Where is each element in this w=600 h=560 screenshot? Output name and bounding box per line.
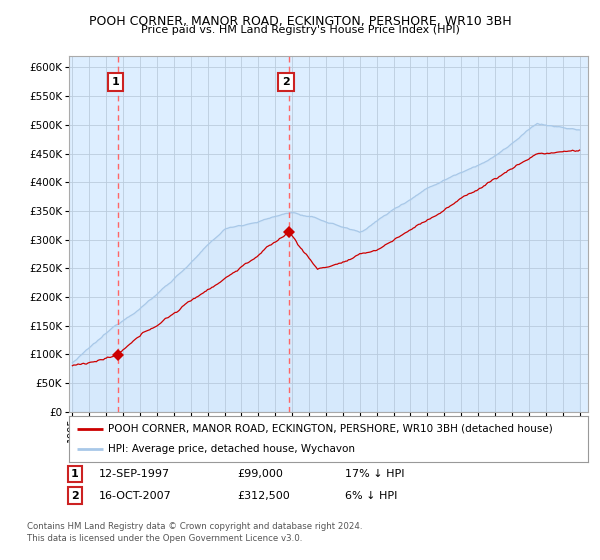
Text: 12-SEP-1997: 12-SEP-1997 — [99, 469, 170, 479]
Text: £99,000: £99,000 — [237, 469, 283, 479]
Text: Contains HM Land Registry data © Crown copyright and database right 2024.
This d: Contains HM Land Registry data © Crown c… — [27, 522, 362, 543]
Text: Price paid vs. HM Land Registry's House Price Index (HPI): Price paid vs. HM Land Registry's House … — [140, 25, 460, 35]
Text: £312,500: £312,500 — [237, 491, 290, 501]
Text: 2: 2 — [282, 77, 290, 87]
Text: HPI: Average price, detached house, Wychavon: HPI: Average price, detached house, Wych… — [108, 444, 355, 454]
Text: 6% ↓ HPI: 6% ↓ HPI — [345, 491, 397, 501]
Text: 1: 1 — [71, 469, 79, 479]
Text: POOH CORNER, MANOR ROAD, ECKINGTON, PERSHORE, WR10 3BH (detached house): POOH CORNER, MANOR ROAD, ECKINGTON, PERS… — [108, 424, 553, 434]
Text: 2: 2 — [71, 491, 79, 501]
Text: 1: 1 — [112, 77, 119, 87]
Text: 16-OCT-2007: 16-OCT-2007 — [99, 491, 172, 501]
Text: 17% ↓ HPI: 17% ↓ HPI — [345, 469, 404, 479]
Text: POOH CORNER, MANOR ROAD, ECKINGTON, PERSHORE, WR10 3BH: POOH CORNER, MANOR ROAD, ECKINGTON, PERS… — [89, 15, 511, 28]
